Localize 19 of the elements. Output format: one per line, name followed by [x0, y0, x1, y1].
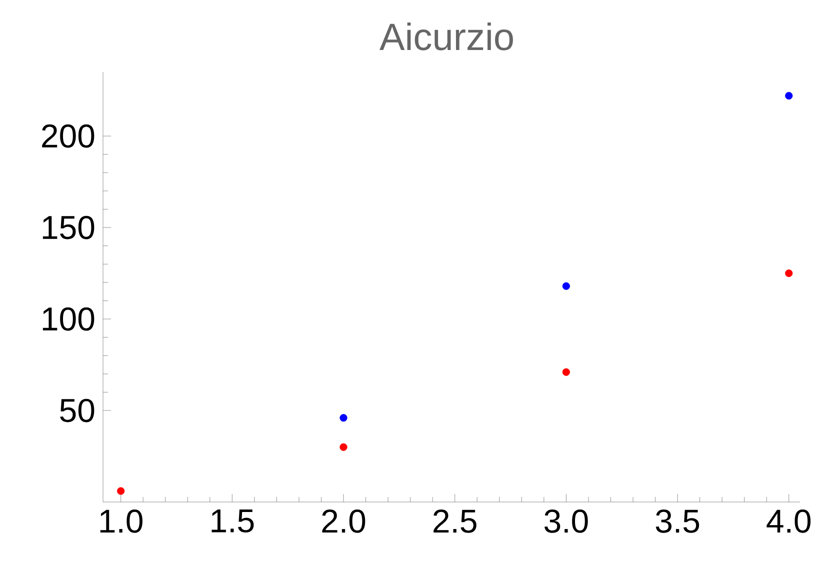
- chart-title: Aicurzio: [380, 22, 513, 50]
- x-tick-label: 2.0: [322, 510, 366, 533]
- y-tick-label: 50: [60, 398, 94, 422]
- point: [340, 443, 348, 451]
- point: [340, 414, 348, 422]
- x-tick-label: 2.5: [434, 510, 476, 533]
- point: [562, 368, 570, 376]
- x-tick-label: 3.0: [544, 510, 588, 533]
- point: [785, 269, 793, 278]
- point: [117, 487, 125, 495]
- x-tick-label: 4.0: [766, 510, 811, 533]
- x-tick-label: 1.0: [100, 510, 142, 533]
- point: [562, 282, 570, 290]
- y-tick-label: 150: [42, 216, 94, 240]
- point: [785, 92, 793, 100]
- x-tick-label: 3.5: [656, 510, 700, 533]
- y-tick-label: 200: [42, 124, 94, 148]
- y-tick-label: 100: [42, 307, 94, 331]
- x-tick-label: 1.5: [212, 510, 254, 533]
